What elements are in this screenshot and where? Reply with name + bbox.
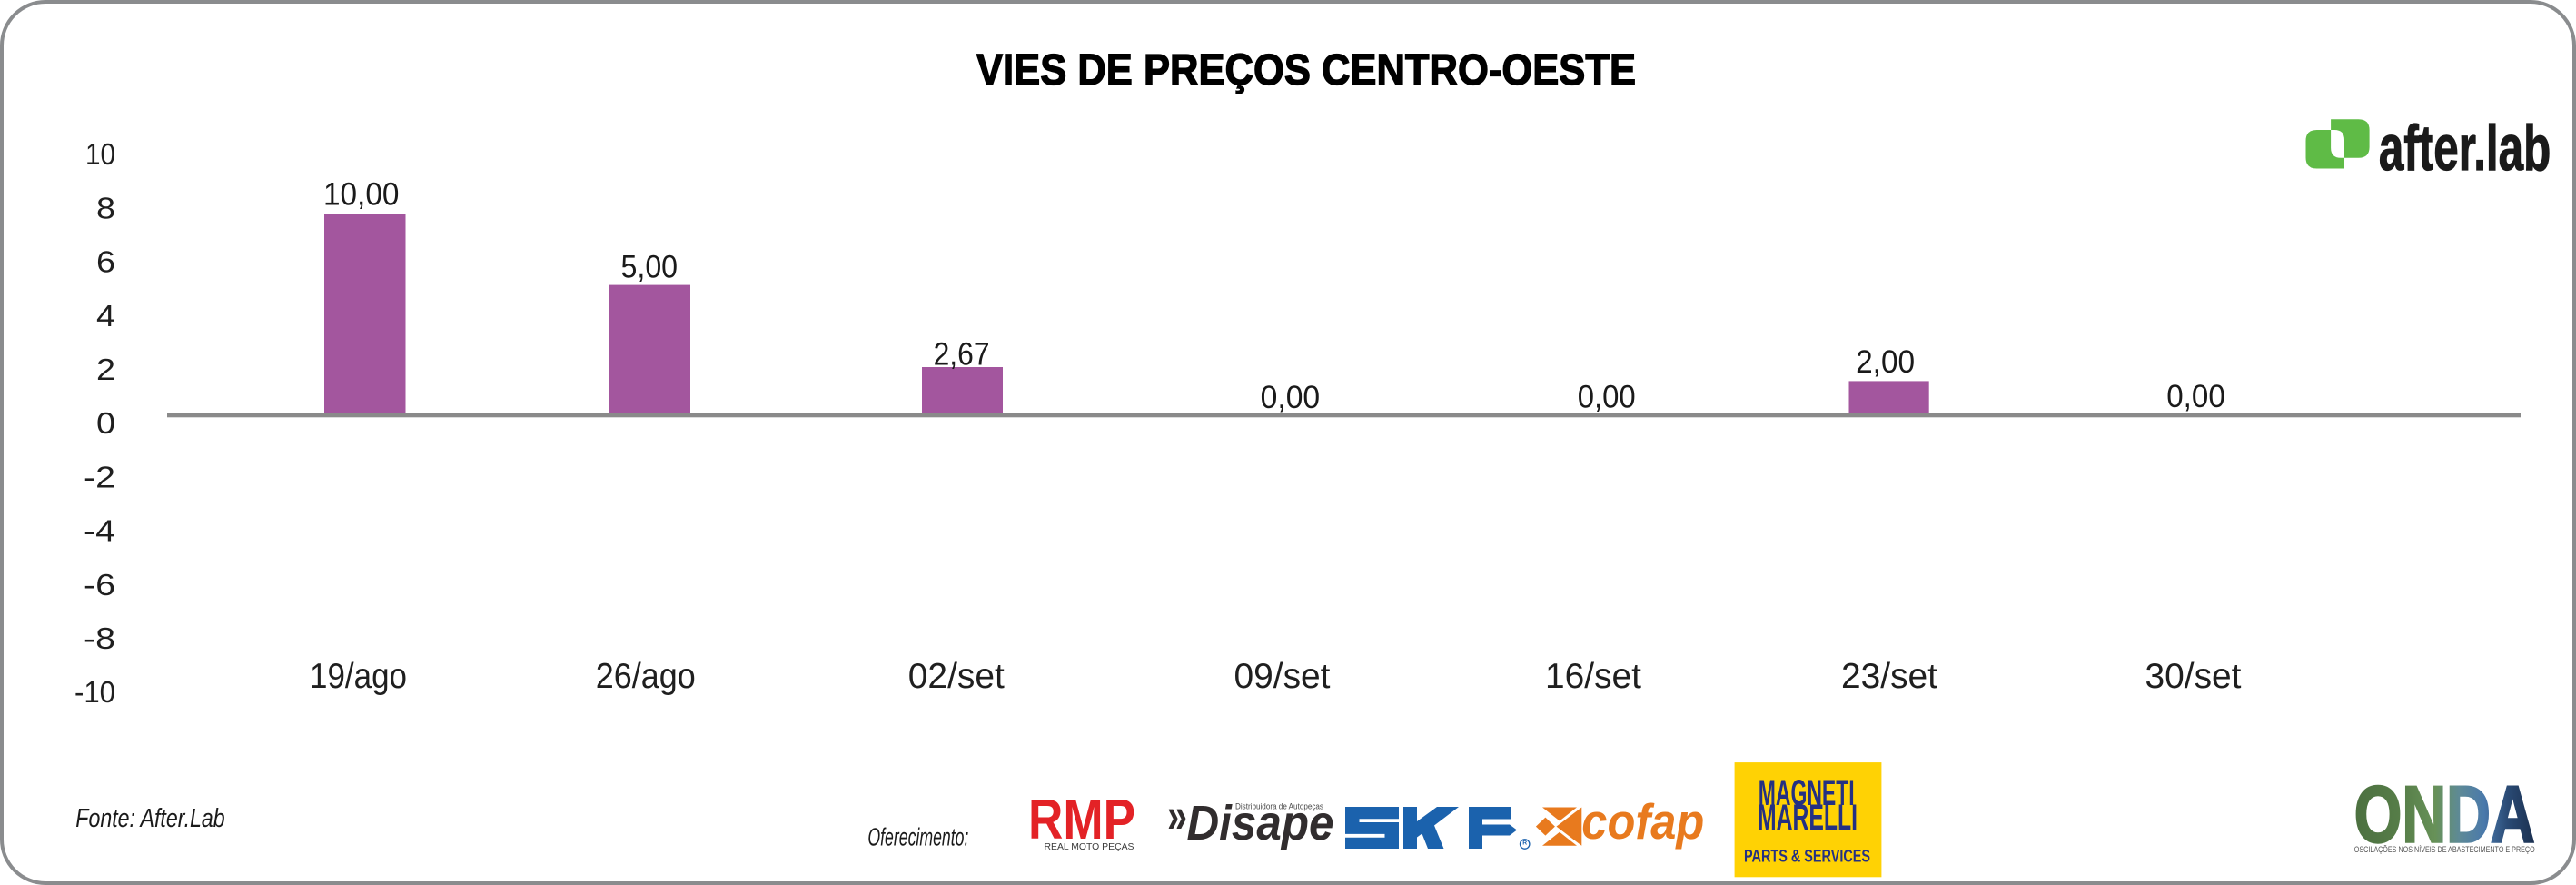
svg-text:8: 8 bbox=[96, 191, 115, 224]
svg-text:cofap: cofap bbox=[1581, 793, 1704, 850]
svg-text:30/set: 30/set bbox=[2145, 657, 2242, 696]
svg-text:ONDA: ONDA bbox=[2354, 769, 2535, 859]
svg-text:Disape: Disape bbox=[1187, 796, 1334, 850]
svg-text:10,00: 10,00 bbox=[323, 177, 400, 213]
svg-text:0,00: 0,00 bbox=[2166, 379, 2225, 414]
svg-text:02/set: 02/set bbox=[908, 657, 1005, 696]
svg-text:2: 2 bbox=[96, 353, 115, 386]
svg-text:-8: -8 bbox=[84, 621, 115, 655]
svg-text:26/ago: 26/ago bbox=[596, 657, 696, 696]
svg-text:Oferecimento:: Oferecimento: bbox=[867, 822, 968, 850]
svg-text:»: » bbox=[1167, 787, 1187, 843]
svg-text:Fonte: After.Lab: Fonte: After.Lab bbox=[75, 804, 224, 833]
svg-text:MARELLI: MARELLI bbox=[1758, 798, 1858, 838]
svg-text:MAGNETI: MAGNETI bbox=[1759, 773, 1855, 813]
svg-text:0,00: 0,00 bbox=[1261, 380, 1321, 415]
svg-text:2,00: 2,00 bbox=[1856, 344, 1915, 380]
svg-text:REAL MOTO PEÇAS: REAL MOTO PEÇAS bbox=[1045, 841, 1134, 852]
svg-text:-6: -6 bbox=[84, 568, 115, 602]
svg-text:OSCILAÇÕES NOS NÍVEIS DE ABAST: OSCILAÇÕES NOS NÍVEIS DE ABASTECIMENTO E… bbox=[2354, 845, 2535, 855]
svg-text:-2: -2 bbox=[84, 460, 115, 493]
svg-text:VIES DE PREÇOS CENTRO-OESTE: VIES DE PREÇOS CENTRO-OESTE bbox=[976, 46, 1636, 94]
svg-text:PARTS & SERVICES: PARTS & SERVICES bbox=[1744, 847, 1870, 867]
svg-text:10: 10 bbox=[85, 137, 115, 171]
svg-text:-4: -4 bbox=[84, 514, 115, 548]
svg-text:4: 4 bbox=[96, 299, 115, 333]
svg-text:5,00: 5,00 bbox=[621, 250, 679, 285]
svg-text:after.lab: after.lab bbox=[2379, 112, 2551, 184]
svg-text:0,00: 0,00 bbox=[1578, 380, 1636, 415]
svg-text:09/set: 09/set bbox=[1234, 657, 1331, 696]
svg-text:0: 0 bbox=[96, 406, 115, 440]
svg-text:6: 6 bbox=[96, 245, 115, 279]
svg-text:Distribuidora de Autopeças: Distribuidora de Autopeças bbox=[1235, 802, 1323, 811]
svg-text:R: R bbox=[1522, 840, 1527, 847]
svg-text:19/ago: 19/ago bbox=[310, 657, 407, 696]
svg-text:23/set: 23/set bbox=[1841, 657, 1937, 696]
svg-text:RMP: RMP bbox=[1028, 788, 1135, 851]
svg-text:2,67: 2,67 bbox=[934, 337, 990, 373]
svg-text:16/set: 16/set bbox=[1545, 657, 1641, 696]
svg-text:-10: -10 bbox=[74, 675, 115, 709]
